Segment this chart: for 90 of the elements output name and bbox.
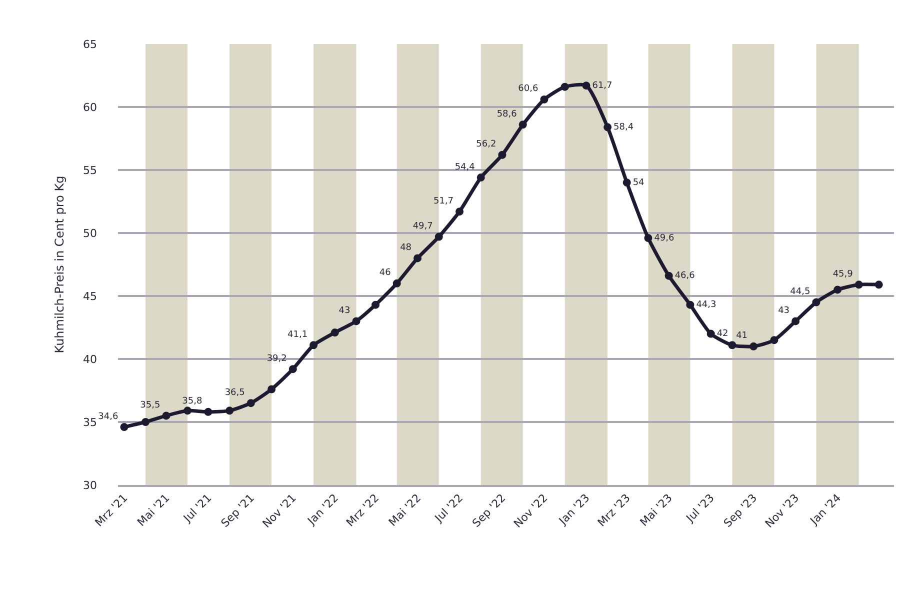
point <box>226 406 234 415</box>
point <box>142 418 150 426</box>
point <box>434 232 443 241</box>
x-tick-label: Nov '23 <box>762 492 802 530</box>
point <box>540 95 548 104</box>
data-label: 43 <box>338 306 350 316</box>
y-tick-label: 45 <box>83 290 97 303</box>
data-label: 61,7 <box>592 80 612 91</box>
point <box>392 279 401 288</box>
point <box>372 300 380 309</box>
point <box>834 286 842 294</box>
x-tick-label: Jan '22 <box>304 492 341 528</box>
data-label: 58,4 <box>614 122 634 132</box>
point <box>664 272 673 280</box>
point <box>644 234 652 242</box>
data-label: 41 <box>736 331 748 342</box>
x-tick-label: Sep '23 <box>721 492 760 530</box>
data-label: 54,4 <box>454 162 476 172</box>
point <box>352 317 360 326</box>
point <box>288 365 297 374</box>
x-tick-label: Sep '21 <box>218 492 257 530</box>
x-tick-label: Mrz '21 <box>92 492 130 530</box>
point <box>310 341 318 350</box>
y-tick-label: 35 <box>83 416 97 429</box>
x-tick-label: Jan '23 <box>556 492 592 528</box>
point <box>456 208 464 216</box>
data-label: 44,3 <box>696 300 716 310</box>
y-tick-label: 65 <box>83 38 97 51</box>
point <box>268 385 276 394</box>
data-label: 60,6 <box>518 84 538 94</box>
point <box>162 412 170 420</box>
point <box>560 82 569 91</box>
data-label: 41,1 <box>288 330 308 340</box>
data-label: 56,2 <box>476 140 496 150</box>
point <box>792 317 800 326</box>
data-label: 34,6 <box>98 412 118 422</box>
data-label: 49,6 <box>654 233 675 244</box>
point <box>330 328 339 337</box>
data-label: 35,5 <box>140 400 160 410</box>
x-tick-label: Jul '22 <box>432 492 466 526</box>
x-tick-label: Sep '22 <box>470 492 508 530</box>
point <box>184 406 192 415</box>
y-tick-label: 30 <box>83 478 97 492</box>
point <box>874 280 883 289</box>
x-tick-label: Jan '24 <box>807 492 844 528</box>
point <box>706 330 715 338</box>
point <box>476 174 485 182</box>
point <box>246 399 255 408</box>
point <box>812 298 820 306</box>
x-tick-label: Mrz '23 <box>595 492 633 530</box>
point <box>604 123 612 132</box>
point <box>204 408 212 416</box>
data-label: 44,5 <box>790 287 810 298</box>
x-tick-label: Jul '21 <box>180 492 214 526</box>
point <box>498 150 506 159</box>
x-tick-label: Nov '21 <box>260 492 299 530</box>
data-label: 42 <box>716 329 728 340</box>
data-label: 45,9 <box>832 269 854 280</box>
point <box>750 342 758 350</box>
data-label: 39,2 <box>266 354 287 364</box>
data-label: 46,6 <box>674 271 696 282</box>
x-tick-label: Nov '22 <box>511 492 550 530</box>
y-tick-label: 55 <box>83 164 97 177</box>
point <box>518 120 527 129</box>
x-tick-label: Mai '23 <box>638 492 675 529</box>
y-tick-label: 60 <box>83 100 97 114</box>
y-tick-label: 50 <box>83 226 97 240</box>
point <box>582 82 590 90</box>
point <box>622 178 631 187</box>
point <box>686 300 694 309</box>
data-label: 49,7 <box>412 222 433 232</box>
data-label: 46 <box>379 268 392 278</box>
data-label: 43 <box>778 306 790 316</box>
data-label: 36,5 <box>224 388 245 398</box>
data-label: 48 <box>400 242 412 253</box>
x-tick-label: Mai '22 <box>386 492 424 529</box>
x-tick-label: Mai '21 <box>134 492 172 529</box>
point <box>770 336 778 344</box>
data-label: 54 <box>632 178 645 188</box>
data-label: 35,8 <box>182 396 202 407</box>
point <box>854 280 863 289</box>
data-label: 51,7 <box>433 196 454 206</box>
point <box>414 254 422 262</box>
point <box>728 341 736 350</box>
data-label: 58,6 <box>496 109 518 120</box>
y-axis-title: Kuhmilch-Preis in Cent pro Kg <box>52 176 66 354</box>
x-tick-label: Jul '23 <box>683 492 717 526</box>
point <box>120 423 128 432</box>
x-tick-label: Mrz '22 <box>344 492 382 530</box>
y-tick-label: 40 <box>83 352 97 366</box>
